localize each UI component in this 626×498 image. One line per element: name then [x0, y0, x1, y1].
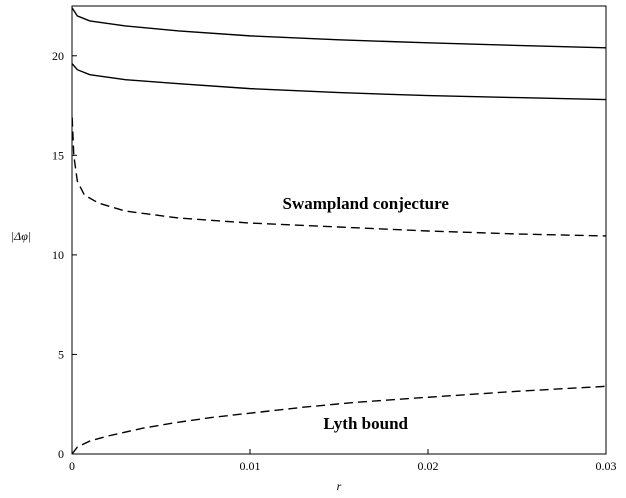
y-tick-label: 15: [52, 148, 64, 162]
x-tick-label: 0.02: [418, 459, 439, 473]
x-axis-label: r: [337, 479, 342, 493]
annotation-label: Swampland conjecture: [283, 194, 450, 213]
y-axis-ticks: 0 5 10 15 20: [52, 49, 77, 461]
x-tick-label: 0.03: [596, 459, 617, 473]
dashed-curve: [71, 117, 607, 237]
annotation-label: Lyth bound: [323, 414, 408, 433]
y-tick-label: 0: [58, 447, 64, 461]
y-tick-label: 20: [52, 49, 64, 63]
series-layer: [71, 7, 607, 455]
y-tick-label: 5: [58, 347, 64, 361]
x-axis-ticks: 0 0.01 0.02 0.03: [69, 449, 617, 473]
x-tick-label: 0.01: [240, 459, 261, 473]
solid-curve: [71, 7, 607, 49]
x-tick-label: 0: [69, 459, 75, 473]
dashed-curve: [71, 385, 607, 455]
annotation-layer: Swampland conjecture Lyth bound: [283, 194, 450, 433]
y-axis-label: |Δφ|: [11, 229, 31, 243]
plot-frame: [71, 5, 607, 455]
solid-curve: [71, 63, 607, 101]
y-tick-label: 10: [52, 248, 64, 262]
